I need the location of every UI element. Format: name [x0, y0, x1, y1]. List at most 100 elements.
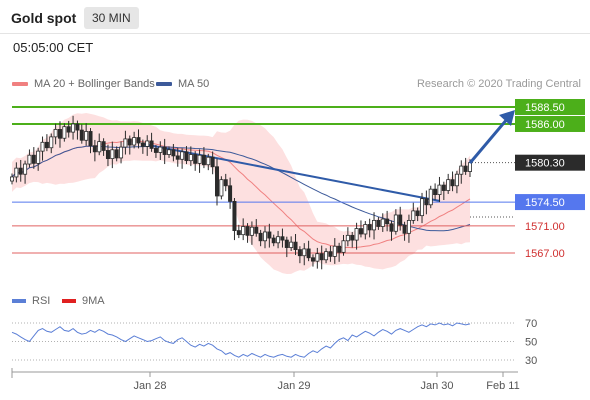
candle-body	[188, 154, 193, 162]
candle-body	[40, 141, 45, 152]
rsi-swatch	[12, 299, 26, 303]
candle-body	[66, 126, 71, 133]
candle-body	[345, 234, 350, 242]
candle-body	[302, 248, 307, 257]
candle-body	[428, 188, 433, 206]
ma50-swatch	[156, 82, 172, 86]
trendline	[142, 143, 441, 202]
candle-body	[228, 185, 233, 202]
candle-body	[206, 156, 211, 166]
candle-body	[354, 228, 359, 241]
candle-body	[114, 149, 119, 159]
candle-body	[57, 129, 62, 139]
rsi-tick-label-0: 70	[525, 318, 537, 330]
candle-body	[267, 231, 272, 239]
candle-body	[446, 179, 451, 191]
candle-body	[293, 241, 298, 251]
legend-ma50: MA 50	[156, 78, 209, 90]
candle-body	[145, 140, 150, 147]
candle-body	[372, 220, 377, 231]
forecast-arrow	[468, 117, 510, 164]
candle-body	[18, 167, 23, 175]
instrument-title: Gold spot	[11, 10, 77, 26]
candle-body	[433, 188, 438, 195]
candle-body	[136, 137, 141, 144]
candle-body	[27, 154, 32, 165]
level-label-1: 1586.00	[525, 119, 565, 131]
ma50-line	[11, 145, 471, 232]
x-tick-label-1: Jan 29	[277, 380, 310, 392]
level-label-3: 1574.50	[525, 197, 565, 209]
candle-body	[84, 131, 89, 141]
timeframe-button[interactable]: 30 MIN	[84, 7, 139, 29]
header-divider	[0, 33, 590, 34]
candle-body	[127, 138, 132, 146]
candle-body	[254, 226, 259, 234]
candle-body	[393, 214, 398, 232]
candle-body	[53, 129, 58, 138]
candle-body	[9, 176, 14, 182]
candle-body	[88, 131, 93, 147]
candle-body	[97, 141, 102, 153]
candle-body	[193, 154, 198, 164]
candle-body	[258, 232, 263, 242]
candle-body	[105, 150, 110, 160]
candle-body	[332, 245, 337, 257]
timestamp: 05:05:00 CET	[13, 40, 94, 55]
candle-body	[437, 184, 442, 195]
level-label-5: 1567.00	[525, 248, 565, 260]
rsi-tick-label-1: 50	[525, 337, 537, 349]
candle-body	[232, 200, 237, 231]
candle-body	[197, 154, 202, 164]
candle-body	[153, 148, 158, 153]
candle-body	[385, 218, 390, 225]
candle-body	[36, 150, 41, 164]
candle-body	[363, 224, 368, 235]
candle-body	[175, 155, 180, 160]
chart-header: Gold spot 30 MIN	[0, 0, 590, 34]
legend-9ma: 9MA	[62, 295, 105, 307]
candle-body	[358, 228, 363, 235]
candle-body	[406, 220, 411, 234]
candle-body	[201, 154, 206, 166]
bollinger-swatch	[12, 82, 28, 86]
candle-body	[223, 179, 228, 187]
candle-body	[324, 251, 329, 261]
candle-body	[245, 226, 250, 236]
candle-body	[420, 198, 425, 217]
candle-body	[459, 165, 464, 175]
candle-body	[441, 184, 446, 191]
candle-body	[337, 245, 342, 253]
candle-body	[92, 145, 97, 153]
rsi-line	[11, 322, 471, 358]
9ma-swatch	[62, 299, 76, 303]
ma50-label: MA 50	[178, 78, 210, 90]
rsi-tick-label-2: 30	[525, 355, 537, 367]
candle-body	[306, 248, 311, 259]
candle-body	[140, 142, 145, 147]
candle-body	[380, 218, 385, 227]
9ma-label: 9MA	[82, 295, 105, 307]
candle-body	[350, 234, 355, 241]
candle-body	[376, 220, 381, 227]
level-box-1	[515, 115, 585, 132]
candle-body	[402, 224, 407, 234]
candle-body	[310, 257, 315, 262]
bollinger-label: MA 20 + Bollinger Bands	[34, 78, 155, 90]
candle-body	[367, 224, 372, 231]
candle-body	[167, 149, 172, 155]
candle-body	[276, 236, 281, 244]
candle-body	[289, 241, 294, 248]
credit-text: Research © 2020 Trading Central	[416, 78, 581, 90]
level-label-2: 1580.30	[525, 158, 565, 170]
candle-body	[79, 129, 84, 141]
candle-body	[149, 140, 154, 149]
candle-body	[315, 253, 320, 262]
candle-body	[411, 210, 416, 221]
candle-body	[398, 214, 403, 226]
candle-body	[450, 179, 455, 187]
candle-body	[415, 210, 420, 217]
candle-body	[215, 166, 220, 197]
candle-body	[71, 123, 76, 133]
